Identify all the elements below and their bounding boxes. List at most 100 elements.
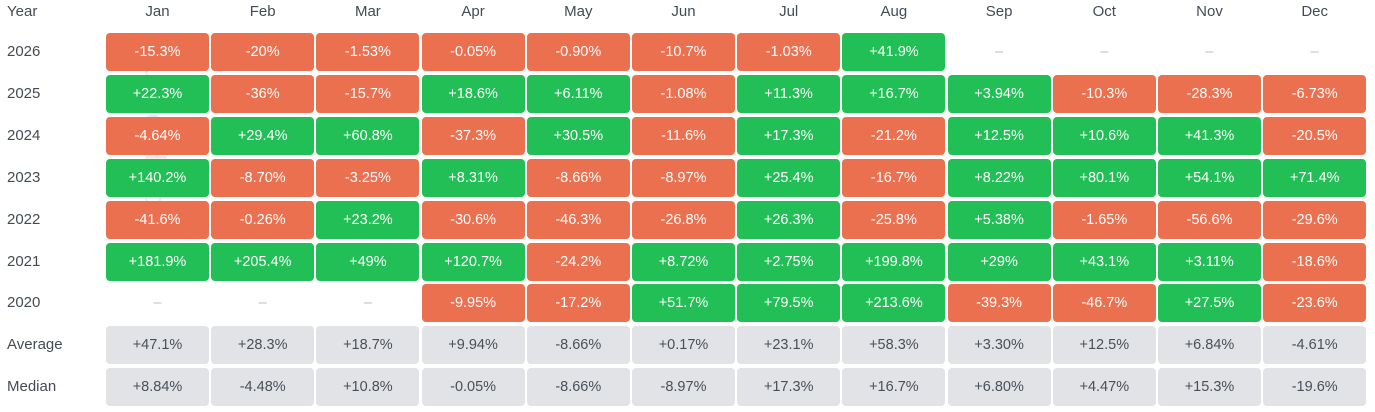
row-label-average: Average — [7, 336, 63, 354]
heatmap-cell-2022-may: -46.3% — [526, 200, 630, 239]
heatmap-cell-2022-mar: +23.2% — [316, 200, 420, 239]
heatmap-cell-2023-may: -8.66% — [526, 158, 630, 197]
heatmap-cell-2022-nov: -56.6% — [1158, 200, 1261, 239]
heatmap-cell-average-jul: +23.1% — [737, 326, 841, 365]
heatmap-cell-average-mar: +18.7% — [316, 326, 420, 365]
heatmap-cell-2026-feb: -20% — [211, 33, 315, 71]
heatmap-cell-2021-aug: +199.8% — [842, 242, 946, 281]
heatmap-cell-2025-oct: -10.3% — [1052, 74, 1156, 113]
heatmap-cell-2021-mar: +49% — [316, 242, 420, 281]
heatmap-cell-median-oct: +4.47% — [1052, 368, 1156, 407]
heatmap-cell-2024-nov: +41.3% — [1158, 116, 1261, 155]
heatmap-cell-2023-dec: +71.4% — [1263, 158, 1367, 197]
heatmap-cell-2026-mar: -1.53% — [316, 33, 420, 71]
heatmap-cell-2025-dec: -6.73% — [1263, 74, 1367, 113]
heatmap-cell-2022-jun: -26.8% — [632, 200, 735, 239]
heatmap-cell-2025-jun: -1.08% — [632, 74, 735, 113]
heatmap-cell-2026-oct: – — [1100, 44, 1109, 60]
heatmap-cell-2020-feb: – — [258, 295, 267, 312]
heatmap-cell-2020-jul: +79.5% — [737, 284, 841, 323]
heatmap-cell-median-sep: +6.80% — [947, 368, 1051, 407]
heatmap-cell-2025-mar: -15.7% — [316, 74, 420, 113]
heatmap-cell-2025-jul: +11.3% — [737, 74, 841, 113]
heatmap-cell-2025-aug: +16.7% — [842, 74, 946, 113]
row-label-2022: 2022 — [7, 210, 41, 228]
heatmap-cell-average-dec: -4.61% — [1263, 326, 1367, 365]
heatmap-cell-median-mar: +10.8% — [316, 368, 420, 407]
column-header-mar: Mar — [354, 3, 381, 20]
heatmap-cell-2024-jun: -11.6% — [632, 116, 735, 155]
column-header-nov: Nov — [1196, 3, 1223, 20]
heatmap-cell-2024-aug: -21.2% — [842, 116, 946, 155]
heatmap-cell-2021-dec: -18.6% — [1263, 242, 1367, 281]
row-label-2021: 2021 — [7, 252, 41, 270]
column-header-feb: Feb — [249, 3, 276, 20]
heatmap-cell-2023-jan: +140.2% — [106, 158, 209, 197]
row-label-2024: 2024 — [7, 126, 41, 144]
heatmap-cell-2025-sep: +3.94% — [947, 74, 1051, 113]
heatmap-cell-2025-apr: +18.6% — [421, 74, 525, 113]
heatmap-cell-2023-nov: +54.1% — [1158, 158, 1261, 197]
heatmap-cell-2026-jun: -10.7% — [632, 33, 735, 71]
heatmap-cell-2022-oct: -1.65% — [1052, 200, 1156, 239]
heatmap-cell-average-sep: +3.30% — [947, 326, 1051, 365]
row-label-2023: 2023 — [7, 168, 41, 186]
heatmap-cell-2021-apr: +120.7% — [421, 242, 525, 281]
heatmap-cell-2025-nov: -28.3% — [1158, 74, 1261, 113]
row-header-label: Year — [7, 3, 38, 20]
heatmap-cell-2020-jun: +51.7% — [632, 284, 735, 323]
heatmap-cell-2020-mar: – — [363, 295, 372, 312]
heatmap-cell-2023-jun: -8.97% — [632, 158, 735, 197]
heatmap-cell-2020-nov: +27.5% — [1158, 284, 1261, 323]
heatmap-cell-2024-mar: +60.8% — [316, 116, 420, 155]
heatmap-cell-median-feb: -4.48% — [211, 368, 315, 407]
heatmap-cell-2024-apr: -37.3% — [421, 116, 525, 155]
heatmap-cell-2024-jul: +17.3% — [737, 116, 841, 155]
heatmap-cell-2023-oct: +80.1% — [1052, 158, 1156, 197]
heatmap-cell-2021-jan: +181.9% — [106, 242, 209, 281]
column-header-jan: Jan — [145, 3, 170, 20]
heatmap-cell-2021-sep: +29% — [947, 242, 1051, 281]
heatmap-cell-2024-oct: +10.6% — [1052, 116, 1156, 155]
heatmap-cell-median-jul: +17.3% — [737, 368, 841, 407]
heatmap-cell-2023-sep: +8.22% — [947, 158, 1051, 197]
heatmap-cell-2022-jan: -41.6% — [106, 200, 209, 239]
heatmap-cell-2026-may: -0.90% — [526, 33, 630, 71]
row-label-2025: 2025 — [7, 84, 41, 102]
heatmap-cell-2020-dec: -23.6% — [1263, 284, 1367, 323]
heatmap-cell-median-dec: -19.6% — [1263, 368, 1367, 407]
heatmap-cell-2025-feb: -36% — [211, 74, 315, 113]
heatmap-cell-median-jan: +8.84% — [106, 368, 209, 407]
heatmap-cell-2021-nov: +3.11% — [1158, 242, 1261, 281]
heatmap-cell-2026-aug: +41.9% — [842, 33, 946, 71]
heatmap-cell-2022-apr: -30.6% — [421, 200, 525, 239]
heatmap-cell-2025-may: +6.11% — [526, 74, 630, 113]
column-header-jun: Jun — [671, 3, 696, 20]
heatmap-cell-2021-may: -24.2% — [526, 242, 630, 281]
heatmap-cell-2022-aug: -25.8% — [842, 200, 946, 239]
heatmap-cell-average-apr: +9.94% — [421, 326, 525, 365]
heatmap-cell-2025-jan: +22.3% — [106, 74, 209, 113]
heatmap-cell-2024-sep: +12.5% — [947, 116, 1051, 155]
heatmap-cell-median-nov: +15.3% — [1158, 368, 1261, 407]
row-label-2026: 2026 — [7, 43, 41, 60]
heatmap-cell-median-may: -8.66% — [526, 368, 630, 407]
column-header-sep: Sep — [985, 3, 1013, 20]
heatmap-cell-average-jun: +0.17% — [632, 326, 735, 365]
heatmap-cell-median-aug: +16.7% — [842, 368, 946, 407]
heatmap-cell-2023-feb: -8.70% — [211, 158, 315, 197]
row-label-median: Median — [7, 378, 57, 396]
row-label-2020: 2020 — [7, 294, 41, 312]
heatmap-cell-2026-dec: – — [1310, 44, 1319, 60]
heatmap-cell-2023-apr: +8.31% — [421, 158, 525, 197]
heatmap-cell-average-may: -8.66% — [526, 326, 630, 365]
column-header-apr: Apr — [461, 3, 485, 20]
heatmap-cell-2024-feb: +29.4% — [211, 116, 315, 155]
heatmap-cell-2021-oct: +43.1% — [1052, 242, 1156, 281]
heatmap-cell-2023-aug: -16.7% — [842, 158, 946, 197]
heatmap-cell-average-aug: +58.3% — [842, 326, 946, 365]
column-header-dec: Dec — [1301, 3, 1329, 20]
heatmap-cell-2021-feb: +205.4% — [211, 242, 315, 281]
heatmap-cell-average-feb: +28.3% — [211, 326, 315, 365]
